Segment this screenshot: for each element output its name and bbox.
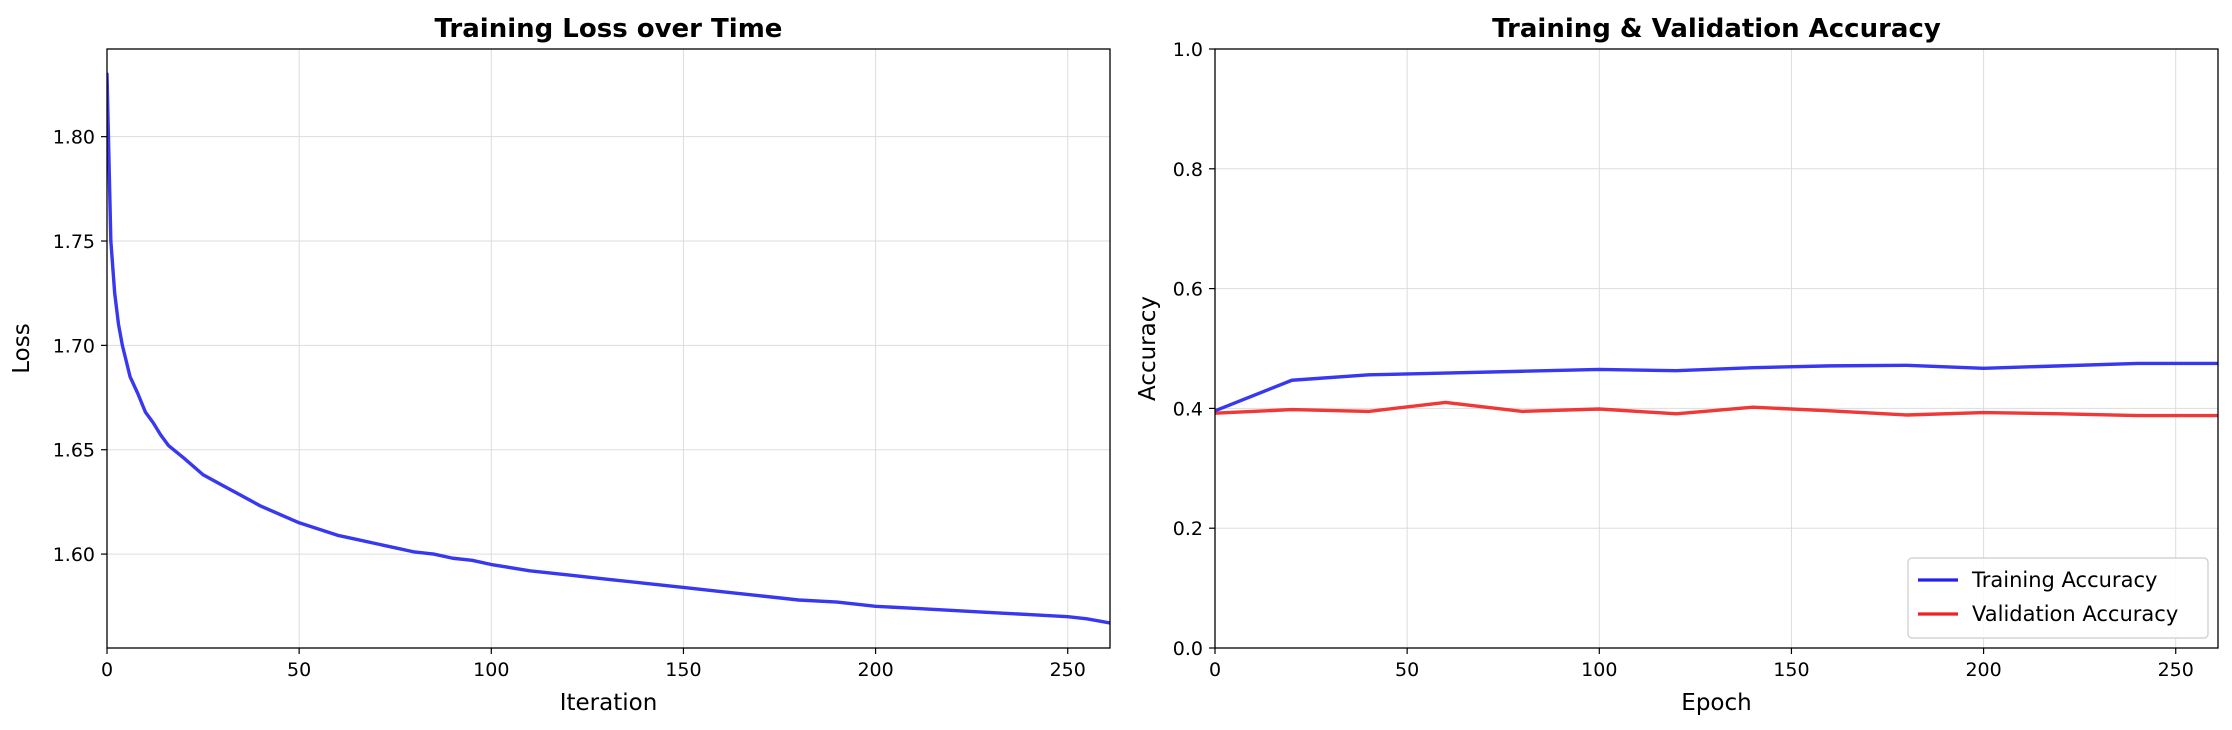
accuracy-x-tick-label-3: 150: [1773, 659, 1809, 681]
loss-grid: [106, 49, 1110, 648]
loss-x-axis-label: Iteration: [560, 690, 658, 716]
accuracy-legend: Training Accuracy Validation Accuracy: [1907, 557, 2209, 639]
accuracy-x-tick-label-0: 0: [1209, 659, 1221, 681]
accuracy-x-tick-label-5: 250: [2158, 659, 2194, 681]
accuracy-chart-title: Training & Validation Accuracy: [1492, 14, 1941, 44]
loss-y-tick-label-4: 1.80: [53, 127, 95, 149]
loss-x-tick-label-4: 200: [857, 659, 893, 681]
loss-x-tick-label-5: 250: [1050, 659, 1086, 681]
accuracy-y-tick-label-2: 0.4: [1173, 398, 1203, 420]
accuracy-x-tick-label-4: 200: [1965, 659, 2001, 681]
loss-y-tick-label-2: 1.70: [53, 335, 95, 357]
accuracy-series-line-1: [1215, 400, 2218, 418]
accuracy-x-ticks: 0 50 100 150 200 250: [1209, 648, 2194, 681]
accuracy-y-tick-label-1: 0.2: [1173, 518, 1203, 540]
accuracy-y-tick-label-4: 0.8: [1173, 159, 1203, 181]
accuracy-y-axis-label: Accuracy: [1135, 296, 1161, 401]
accuracy-y-ticks: 0.0 0.2 0.4 0.6 0.8 1.0: [1173, 39, 1215, 660]
accuracy-y-tick-label-0: 0.0: [1173, 638, 1203, 660]
loss-x-tick-label-2: 100: [473, 659, 509, 681]
loss-x-tick-label-1: 50: [287, 659, 311, 681]
loss-series-line-0: [107, 72, 1110, 625]
loss-y-tick-label-0: 1.60: [53, 544, 95, 566]
loss-y-axis-label: Loss: [9, 323, 35, 373]
legend-box: [1907, 557, 2209, 639]
legend-label-training: Training Accuracy: [1971, 568, 2157, 592]
accuracy-series-line-0: [1215, 361, 2218, 413]
loss-plot-frame: [106, 48, 1111, 649]
accuracy-series: [1215, 361, 2218, 418]
loss-chart: 0 50 100 150 200 250 1.60 1.65 1.70 1.75 1.80 Tra…: [9, 14, 1111, 716]
loss-series: [107, 72, 1110, 625]
loss-y-tick-label-3: 1.75: [53, 231, 95, 253]
accuracy-y-tick-label-3: 0.6: [1173, 279, 1203, 301]
loss-y-ticks: 1.60 1.65 1.70 1.75 1.80: [53, 127, 107, 566]
loss-x-tick-label-0: 0: [101, 659, 113, 681]
loss-y-tick-label-1: 1.65: [53, 440, 95, 462]
accuracy-chart: 0 50 100 150 200 250 0.0 0.2 0.4 0.6 0.8 1.0 Train…: [1135, 14, 2219, 716]
loss-x-tick-label-3: 150: [665, 659, 701, 681]
loss-x-ticks: 0 50 100 150 200 250: [101, 648, 1086, 681]
accuracy-x-axis-label: Epoch: [1681, 690, 1751, 716]
loss-chart-title: Training Loss over Time: [435, 14, 783, 44]
accuracy-y-tick-label-5: 1.0: [1173, 39, 1203, 61]
accuracy-plot-frame: [1214, 48, 2219, 649]
accuracy-x-tick-label-1: 50: [1395, 659, 1419, 681]
accuracy-x-tick-label-2: 100: [1581, 659, 1617, 681]
legend-label-validation: Validation Accuracy: [1972, 602, 2178, 626]
